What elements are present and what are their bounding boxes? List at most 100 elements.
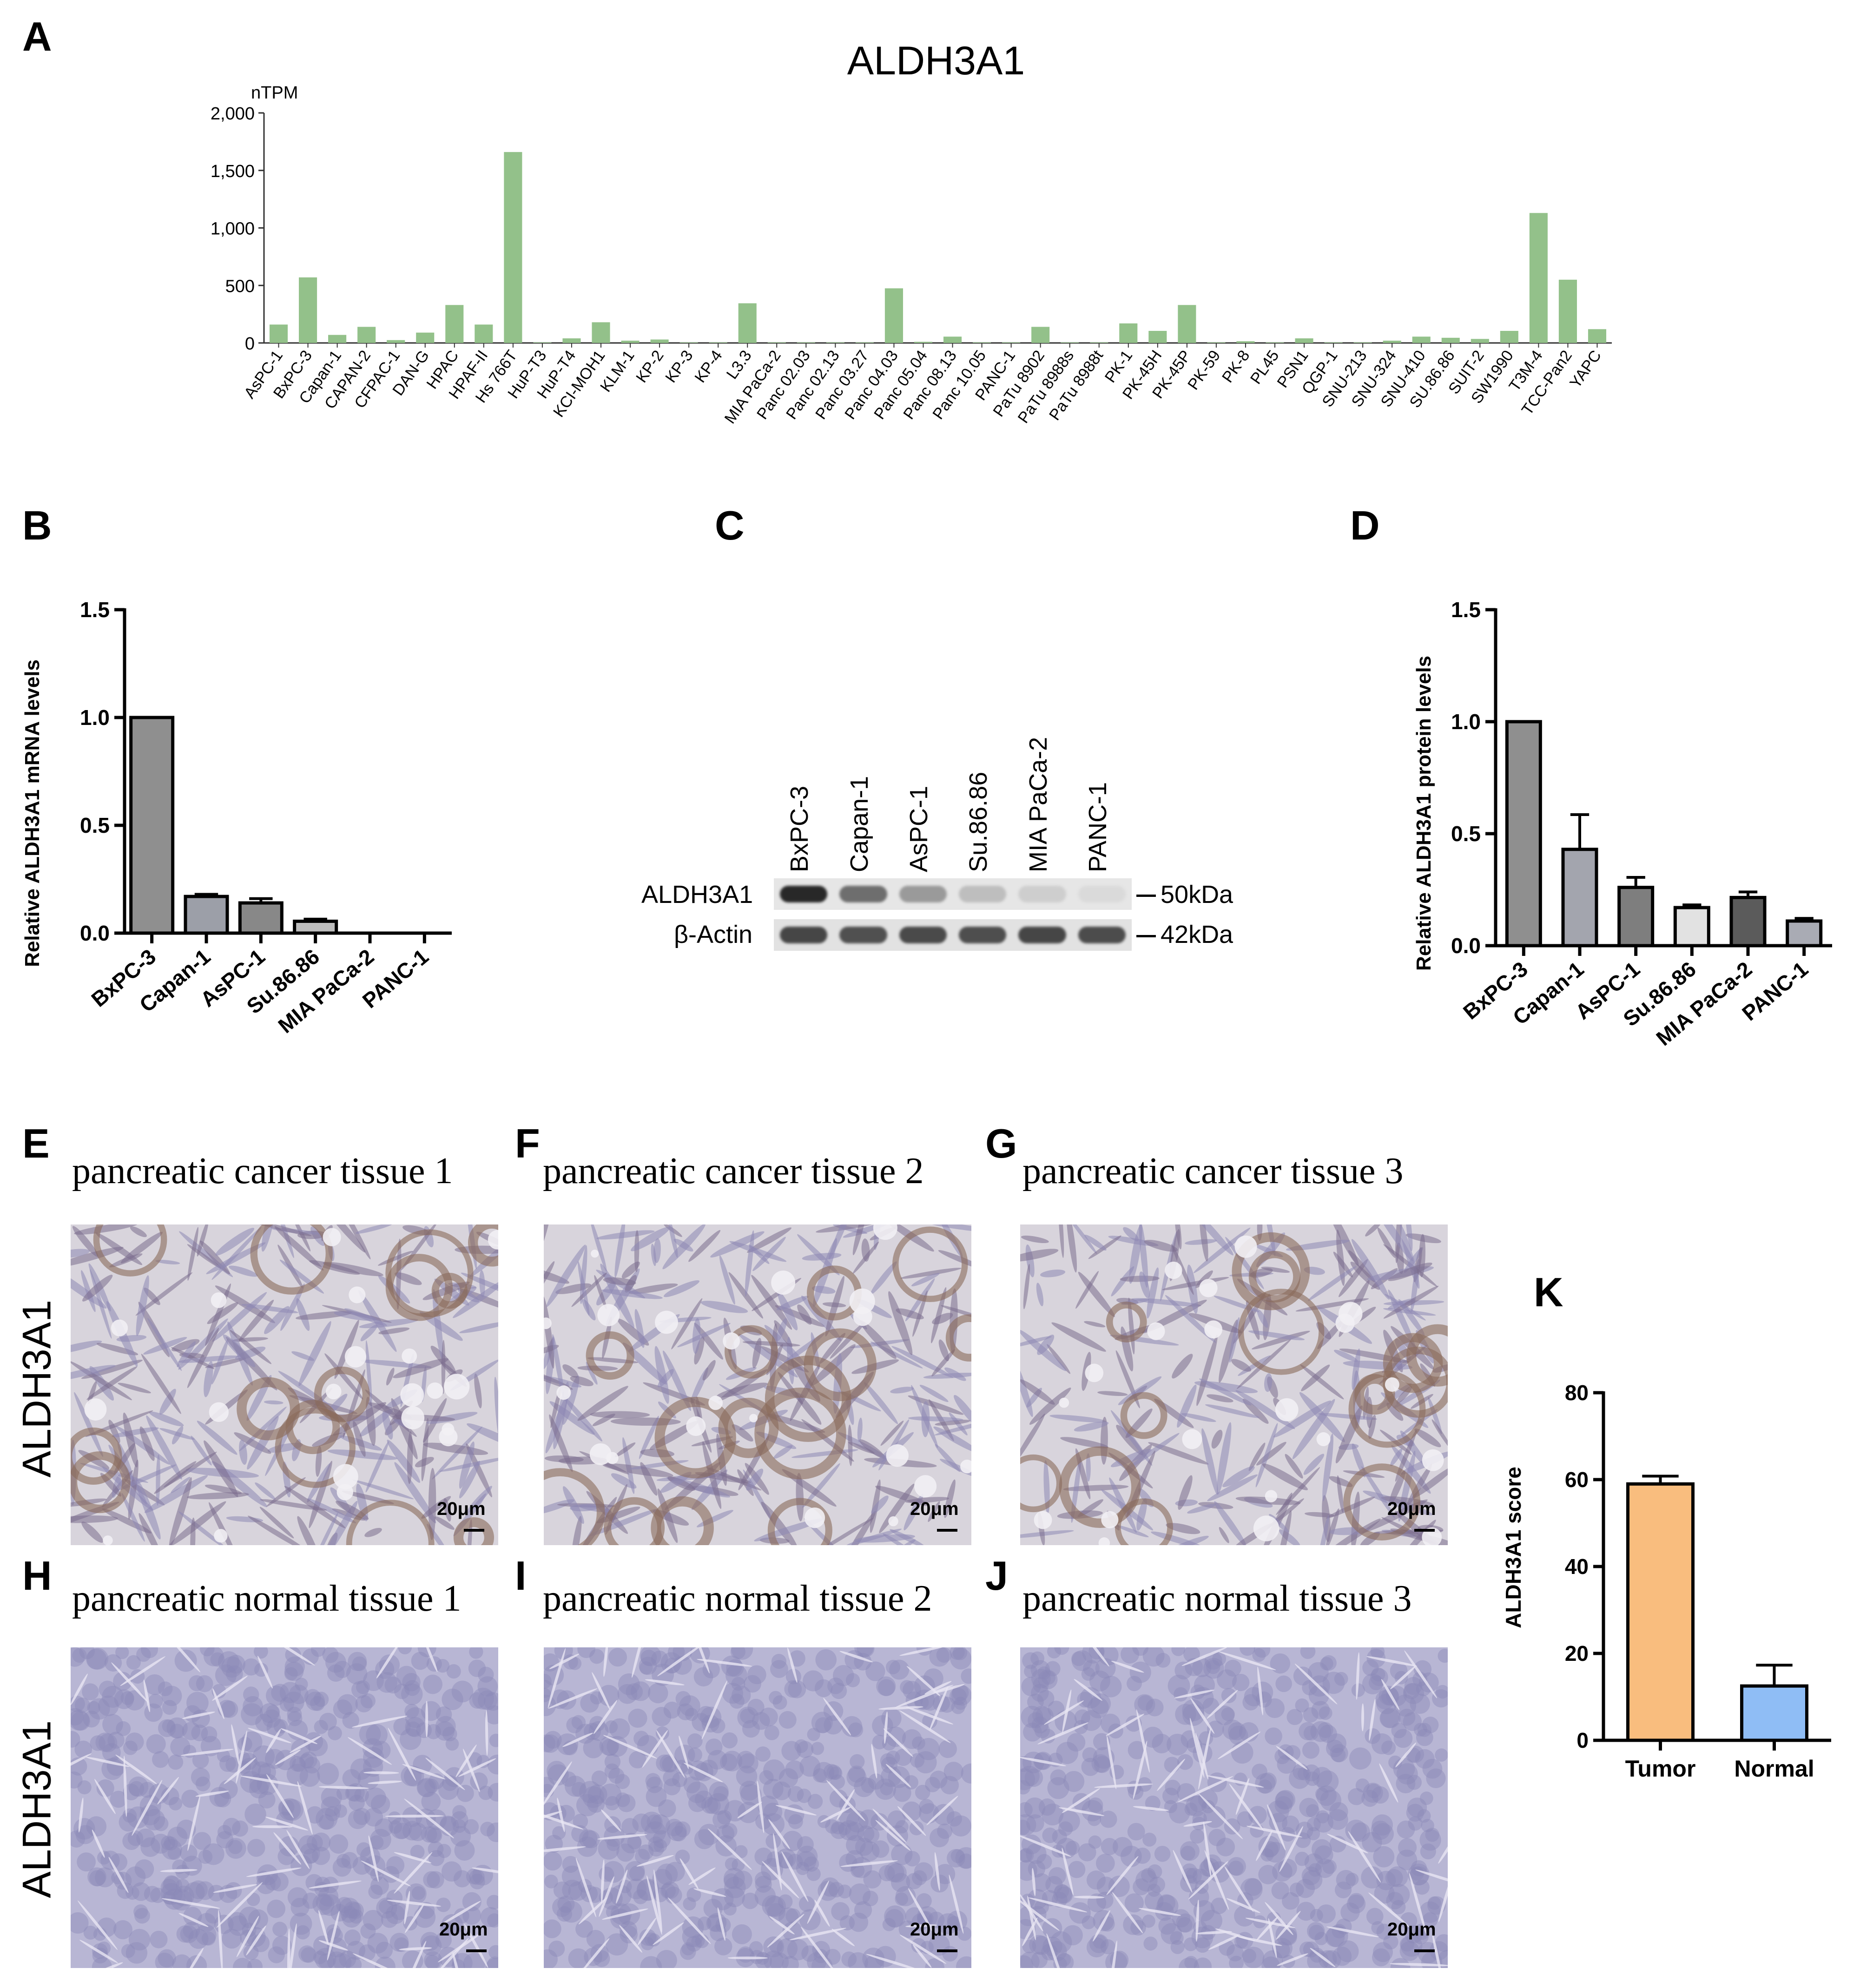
acinar-cell: [958, 1853, 971, 1869]
acinar-cell: [333, 1660, 351, 1678]
acinar-cell: [607, 1736, 628, 1757]
cell-border: [826, 1780, 865, 1821]
acinar-cell: [590, 1691, 603, 1705]
acinar-cell: [104, 1654, 122, 1672]
acinar-cell: [191, 1725, 208, 1741]
acinar-cell: [794, 1739, 808, 1753]
chart-a-bar: [328, 335, 347, 343]
acinar-cell: [343, 1901, 362, 1919]
cell-border: [92, 1829, 105, 1858]
stroma-fiber: [1109, 1477, 1137, 1533]
cell-border: [240, 1776, 302, 1787]
chart-a-xtick-label: PK-8: [1219, 347, 1253, 386]
acinar-cell: [895, 1892, 908, 1906]
chart-a-bar: [562, 338, 581, 343]
acinar-cell: [1088, 1797, 1103, 1813]
acinar-cell: [1373, 1942, 1393, 1962]
stroma-fiber: [171, 1347, 215, 1369]
ihc-title-e: pancreatic cancer tissue 1: [72, 1151, 453, 1191]
acinar-cell: [1067, 1733, 1086, 1752]
stroma-fiber: [944, 1367, 966, 1381]
acinar-cell: [677, 1703, 694, 1720]
cell-border: [71, 1753, 92, 1775]
acinar-cell: [1282, 1815, 1299, 1833]
acinar-cell: [589, 1649, 605, 1664]
acinar-cell: [251, 1761, 271, 1781]
acinar-cell: [797, 1836, 814, 1853]
acinar-cell: [1108, 1876, 1130, 1897]
acinar-cell: [1296, 1902, 1316, 1921]
acinar-cell: [763, 1778, 784, 1799]
acinar-cell: [562, 1879, 583, 1901]
stroma-fiber: [577, 1261, 590, 1316]
acinar-cell: [685, 1708, 699, 1721]
acinar-cell: [715, 1917, 731, 1933]
acinar-cell: [339, 1897, 360, 1919]
acinar-cell: [82, 1683, 99, 1700]
acinar-cell: [875, 1778, 896, 1800]
acinar-cell: [1326, 1733, 1346, 1753]
lumen: [597, 1304, 620, 1326]
acinar-cell: [605, 1796, 620, 1810]
acinar-cell: [404, 1680, 420, 1696]
stroma-fiber: [752, 1338, 762, 1369]
stroma-fiber: [859, 1439, 885, 1459]
acinar-cell: [102, 1685, 124, 1708]
acinar-cell: [665, 1862, 685, 1882]
lumen: [1204, 1320, 1223, 1339]
stroma-fiber: [552, 1334, 564, 1398]
cell-border: [1208, 1934, 1240, 1950]
acinar-cell: [772, 1695, 787, 1710]
acinar-cell: [315, 1948, 336, 1968]
acinar-cell: [95, 1732, 115, 1752]
cell-border: [288, 1923, 297, 1968]
gland-ring: [1232, 1232, 1310, 1310]
cell-border: [405, 1941, 427, 1968]
acinar-cell: [283, 1692, 304, 1713]
acinar-cell: [807, 1728, 820, 1741]
stroma-fiber: [360, 1360, 432, 1369]
panel-label-d: D: [1350, 502, 1380, 548]
cell-border: [1294, 1663, 1338, 1705]
acinar-cell: [725, 1664, 747, 1686]
stroma-fiber: [82, 1275, 113, 1302]
acinar-cell: [128, 1929, 151, 1951]
stroma-fiber: [1398, 1299, 1425, 1336]
acinar-cell: [268, 1946, 285, 1963]
acinar-cell: [1020, 1955, 1034, 1968]
cell-border: [404, 1903, 424, 1933]
acinar-cell: [680, 1761, 694, 1775]
acinar-cell: [355, 1695, 373, 1712]
chart-d-plot: 0.00.51.01.5BxPC-3Capan-1AsPC-1Su.86.86M…: [1451, 598, 1832, 1050]
acinar-cell: [639, 1929, 656, 1946]
acinar-cell: [195, 1776, 211, 1791]
acinar-cell: [881, 1757, 898, 1773]
acinar-cell: [687, 1747, 703, 1762]
acinar-cell: [1332, 1946, 1352, 1966]
acinar-cell: [885, 1659, 901, 1674]
stroma-fiber: [1193, 1227, 1251, 1273]
stroma-fiber: [1201, 1428, 1218, 1495]
cell-border: [707, 1828, 752, 1870]
stroma-fiber: [811, 1286, 836, 1294]
acinar-cell: [472, 1687, 494, 1710]
acinar-cell: [328, 1726, 342, 1740]
stroma-fiber: [859, 1320, 897, 1359]
acinar-cell: [396, 1665, 417, 1686]
stroma-fiber: [177, 1341, 196, 1368]
acinar-cell: [598, 1838, 620, 1860]
acinar-cell: [1399, 1937, 1415, 1952]
acinar-cell: [770, 1952, 789, 1968]
acinar-cell: [575, 1920, 593, 1938]
acinar-cell: [258, 1791, 276, 1809]
acinar-cell: [92, 1957, 112, 1968]
acinar-cell: [1417, 1942, 1439, 1963]
acinar-cell: [376, 1672, 397, 1693]
gland-ring: [1059, 1446, 1141, 1528]
stroma-fiber: [944, 1479, 956, 1518]
acinar-cell: [848, 1722, 864, 1738]
acinar-cell: [351, 1681, 369, 1698]
acinar-cell: [120, 1691, 134, 1705]
stroma-fiber: [1078, 1271, 1115, 1317]
